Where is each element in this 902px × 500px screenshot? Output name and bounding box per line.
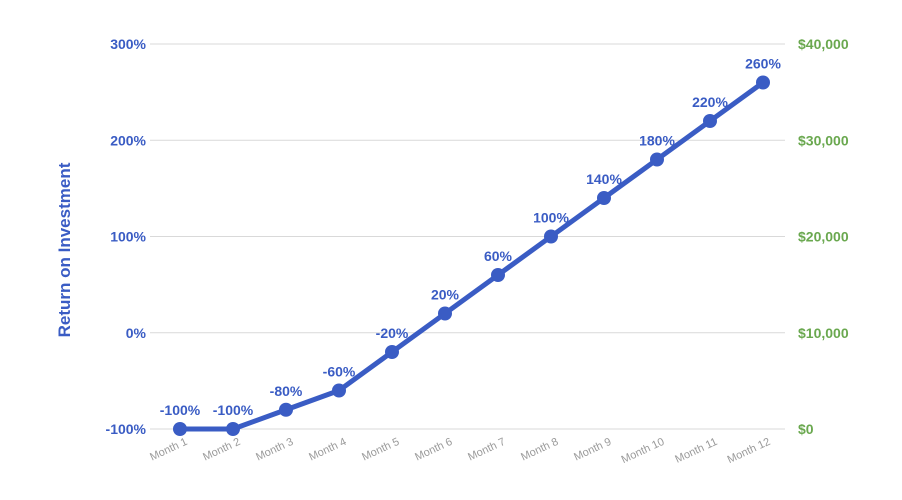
x-axis-tick-label: Month 9: [572, 436, 613, 464]
x-axis-tick-label: Month 10: [620, 436, 667, 466]
x-axis-ticks: Month 1 Month 2 Month 3 Month 4 Month 5 Month…: [148, 436, 772, 466]
gridlines: [150, 43, 785, 430]
data-point: [491, 268, 505, 282]
x-axis-tick-label: Month 3: [254, 436, 295, 464]
right-axis-tick-label: $30,000: [798, 132, 849, 148]
data-point: [438, 306, 452, 321]
right-axis-tick-label: $10,000: [798, 325, 849, 341]
left-axis-tick-label: 100%: [110, 229, 146, 245]
data-point: [650, 152, 664, 167]
right-axis-tick-label: $40,000: [798, 36, 849, 52]
x-axis-tick-label: Month 5: [360, 436, 401, 464]
data-label: -100%: [213, 402, 254, 418]
data-label: 100%: [533, 210, 569, 226]
y-axis-title: Return on Investment: [55, 162, 74, 337]
data-label: 140%: [586, 171, 622, 187]
x-axis-tick-label: Month 4: [307, 436, 348, 464]
series-line: [177, 80, 766, 432]
data-point: [597, 191, 611, 205]
data-label: 180%: [639, 133, 675, 149]
left-axis-tick-label: -100%: [106, 421, 147, 437]
left-axis-tick-label: 0%: [126, 325, 147, 341]
data-point: [544, 229, 558, 244]
data-label: -60%: [323, 364, 356, 380]
data-point: [385, 345, 399, 359]
data-point: [332, 383, 346, 398]
data-label: 60%: [484, 248, 513, 264]
left-axis-tick-label: 300%: [110, 36, 146, 52]
data-label: -20%: [376, 325, 409, 341]
data-point: [756, 75, 770, 90]
data-label: 260%: [745, 56, 781, 72]
right-axis-tick-label: $20,000: [798, 229, 849, 245]
x-axis-tick-label: Month 8: [519, 436, 560, 464]
right-axis-tick-label: $0: [798, 421, 814, 437]
data-point: [703, 114, 717, 128]
left-axis-ticks: -100% 0% 100% 200% 300%: [106, 36, 147, 437]
data-label: -80%: [270, 383, 303, 399]
x-axis-tick-label: Month 7: [466, 436, 507, 464]
data-label: 20%: [431, 287, 460, 303]
right-axis-ticks: $0 $10,000 $20,000 $30,000 $40,000: [798, 36, 849, 437]
data-labels: -100% -100% -80% -60% -20% 20% 60% 100% 140% 180%…: [160, 56, 782, 419]
x-axis-tick-label: Month 2: [201, 436, 242, 464]
left-axis-tick-label: 200%: [110, 132, 146, 148]
roi-series: [173, 75, 770, 436]
data-point: [226, 422, 240, 436]
x-axis-tick-label: Month 6: [413, 436, 454, 464]
data-label: -100%: [160, 402, 201, 418]
data-label: 220%: [692, 94, 728, 110]
data-point: [279, 402, 293, 417]
data-point: [173, 422, 187, 436]
x-axis-tick-label: Month 11: [673, 436, 719, 466]
x-axis-tick-label: Month 1: [148, 436, 189, 464]
x-axis-tick-label: Month 12: [726, 436, 773, 466]
